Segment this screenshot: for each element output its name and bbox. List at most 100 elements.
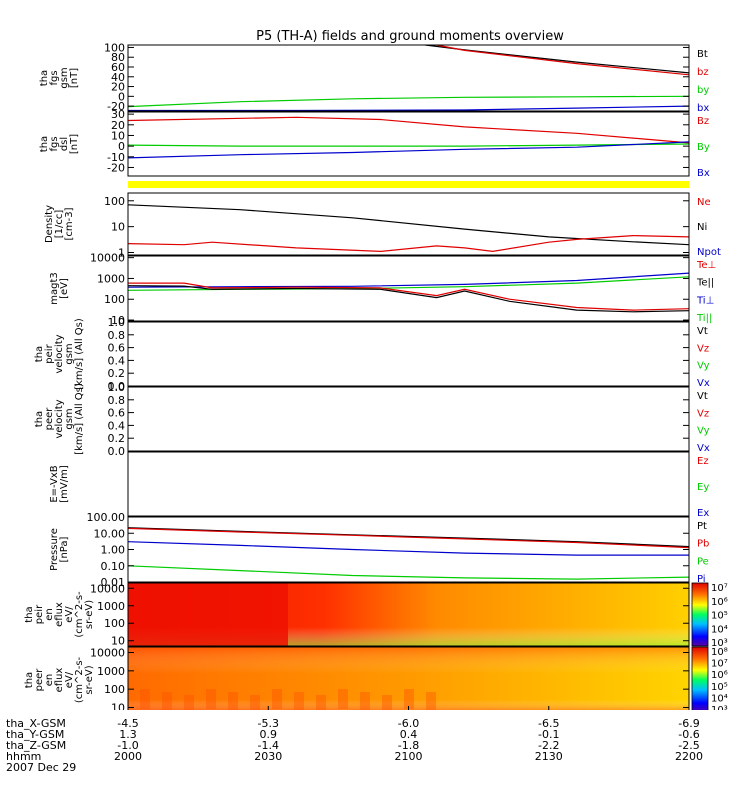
footer-row-hhmm: hhmm 2000 2030 2100 2130 2200 <box>0 750 750 763</box>
y-tick-label: 10.00 <box>94 527 126 540</box>
y-tick-label: 10000 <box>90 647 125 660</box>
colorbar-tick-label: 10⁵ <box>711 682 728 693</box>
footer-value: 2000 <box>114 750 142 763</box>
series-fgs_dsl-By <box>127 143 690 147</box>
series-density-Ne <box>127 234 690 253</box>
legend-density-Npot: Npot <box>697 247 721 258</box>
panel-peer_eflux: 10⁸10⁷10⁶10⁵10⁴10³10000100010010thapeere… <box>24 646 728 710</box>
y-axis-label: E=-VxB <box>49 465 60 502</box>
spectrogram-overlay <box>128 647 689 710</box>
y-axis-label: Pressure <box>49 528 60 571</box>
y-axis-label: fgs <box>49 136 60 151</box>
spectrogram-streak <box>206 689 216 709</box>
y-axis-label: tha <box>24 672 35 688</box>
spectrogram-streak <box>316 695 326 710</box>
spectrogram-streak <box>184 695 194 710</box>
y-tick-label: 10 <box>111 129 125 142</box>
y-axis-label: [nT] <box>69 134 80 154</box>
footer-value: -1.8 <box>397 739 420 752</box>
y-axis-label: [nPa] <box>59 536 70 562</box>
series-pressure-Pb <box>127 527 690 549</box>
spectrogram-streak <box>228 692 238 710</box>
y-tick-label: 0.10 <box>101 560 126 573</box>
footer-row-label: hhmm <box>6 750 42 763</box>
footer-row-label: tha_Z-GSM <box>6 739 67 752</box>
y-tick-label: 0.2 <box>108 432 126 445</box>
y-axis-label: Density <box>44 205 55 243</box>
y-axis-label: eV/ <box>64 606 75 623</box>
spectrogram-streak <box>250 695 260 710</box>
colorbar-tick-label: 10⁴ <box>711 624 728 635</box>
spectrogram-streak <box>140 689 150 709</box>
series-temperature-Ti_perp <box>127 272 690 288</box>
panel-frame <box>127 582 690 647</box>
colorbar-peir_eflux <box>691 582 709 647</box>
series-fgs_dsl-Bx <box>127 141 690 159</box>
series-density-Ni <box>127 204 690 246</box>
footer-row-tha-x-gsm: tha_X-GSM -4.5 -5.3 -6.0 -6.5 -6.9 <box>0 717 750 730</box>
legend-pressure-Pt: Pt <box>697 521 707 532</box>
footer-date-label: 2007 Dec 29 <box>6 761 77 774</box>
y-tick-label: 30 <box>111 108 125 121</box>
legend-peir_velocity-Vt: Vt <box>697 326 708 337</box>
panel-efield: Ez Ey Ex E=-VxB [mV/m] <box>49 451 709 519</box>
series-pressure-Pe <box>127 565 690 580</box>
legend-efield-Ey: Ey <box>697 482 709 493</box>
y-tick-label: 0.6 <box>108 407 126 420</box>
y-axis-label: [cm-3] <box>64 207 75 240</box>
panel-frame <box>127 516 690 583</box>
y-tick-label: 1000 <box>97 272 125 285</box>
legend-temperature-Ti||: Ti|| <box>696 313 712 324</box>
y-axis-label: [km/s] (All Qs) <box>74 383 85 455</box>
legend-peir_velocity-Vx: Vx <box>697 378 710 389</box>
y-axis-label: gsm <box>59 67 70 88</box>
y-axis-label: peer <box>34 668 45 692</box>
y-axis-label: eV/ <box>64 671 75 688</box>
series-temperature-Te_perp <box>128 282 690 311</box>
legend-temperature-Te||: Te|| <box>696 278 714 289</box>
ephemeris-footer: tha_X-GSM -4.5 -5.3 -6.0 -6.5 -6.9 tha_Y-GSM 1.… <box>0 705 750 800</box>
spectrogram-streak <box>426 692 436 710</box>
legend-fgs_dsl-Bx: Bx <box>697 168 710 179</box>
y-tick-label: 0.0 <box>108 380 126 393</box>
footer-value: 2200 <box>675 750 703 763</box>
y-tick-label: 0.8 <box>108 394 126 407</box>
panel-peir_eflux: 10⁷ 10⁶ 10⁵ 10⁴ 10³ 10000 1000 100 10 tha peir en ef… <box>24 582 728 649</box>
y-tick-label: -20 <box>107 100 125 113</box>
y-tick-label: 1000 <box>97 600 125 613</box>
y-tick-label: 10000 <box>90 252 125 265</box>
legend-fgs_gsm-by: by <box>697 85 709 96</box>
legend-fgs_dsl-Bz: Bz <box>697 116 709 127</box>
panel-temperature: Te⊥ Te|| Ti⊥ Ti|| 10000 1000 100 10 magt3 [eV] <box>49 252 716 327</box>
y-tick-label: 10 <box>111 635 125 648</box>
legend-peir_velocity-Vy: Vy <box>697 361 710 372</box>
footer-value: -6.0 <box>397 717 420 730</box>
y-axis-label: tha <box>39 136 50 152</box>
y-axis-label: tha <box>24 606 35 622</box>
y-tick-label: 100 <box>104 195 125 208</box>
y-axis-label: fgs <box>49 70 60 85</box>
footer-value: 0.9 <box>259 728 278 741</box>
legend-peer_velocity-Vz: Vz <box>697 408 709 419</box>
legend-peer_velocity-Vy: Vy <box>697 426 710 437</box>
y-tick-label: 0.4 <box>108 419 126 432</box>
panel-frame <box>127 192 690 256</box>
y-tick-label: 0.8 <box>108 329 126 342</box>
legend-peer_velocity-Vx: Vx <box>697 443 710 454</box>
colorbar-tick-label: 10⁸ <box>711 647 728 658</box>
panel-frame <box>127 321 690 387</box>
legend-fgs_gsm-Bt: Bt <box>697 49 708 60</box>
footer-row-tha-y-gsm: tha_Y-GSM 1.3 0.9 0.4 -0.1 -0.6 <box>0 728 750 741</box>
panel-frame <box>127 451 690 517</box>
panel-frame <box>127 255 690 322</box>
y-tick-label: 20 <box>111 81 125 94</box>
spectrogram-streak <box>360 692 370 710</box>
y-tick-label: 10 <box>111 314 125 327</box>
colorbar-tick-label: 10⁶ <box>711 670 728 681</box>
y-axis-label: [km/s] (All Qs) <box>74 318 85 390</box>
footer-value: -1.0 <box>117 739 139 752</box>
y-tick-label: 80 <box>111 51 125 64</box>
